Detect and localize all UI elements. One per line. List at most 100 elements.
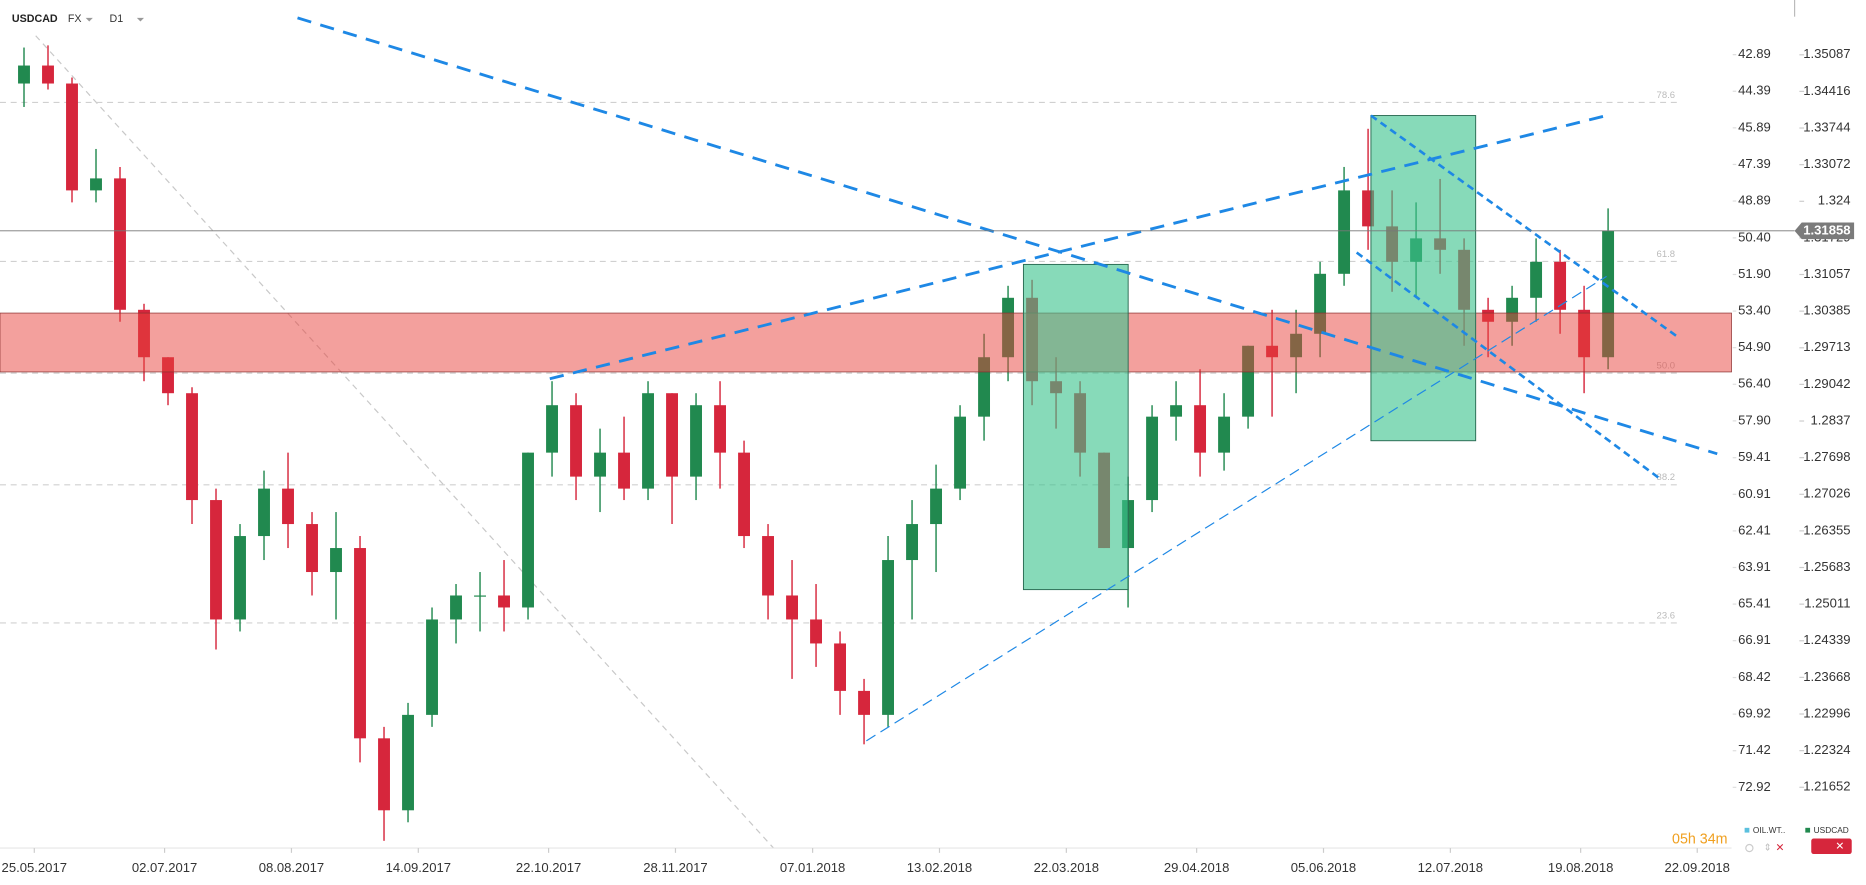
candle-body bbox=[834, 643, 846, 691]
market[interactable]: FX bbox=[68, 13, 82, 25]
candle-body bbox=[738, 452, 750, 537]
y-tick-label: 1.33072 bbox=[1803, 156, 1850, 171]
y-tick-label: 1.25683 bbox=[1803, 559, 1850, 574]
drawings bbox=[297, 16, 1718, 742]
header: USDCAD FX D1 bbox=[12, 13, 144, 25]
candle-body bbox=[282, 488, 294, 525]
x-tick-label: 05.06.2018 bbox=[1291, 860, 1356, 875]
x-tick-label: 13.02.2018 bbox=[907, 860, 972, 875]
x-tick-label: 22.03.2018 bbox=[1034, 860, 1099, 875]
candle-body bbox=[618, 452, 630, 489]
candle-body bbox=[594, 452, 606, 477]
legend-label: OIL.WT.. bbox=[1753, 825, 1785, 835]
candle-body bbox=[642, 393, 654, 489]
fib-label: 78.6 bbox=[1657, 90, 1676, 101]
move-icon[interactable]: ⇕ bbox=[1764, 843, 1772, 854]
x-tick-label: 08.08.2017 bbox=[259, 860, 324, 875]
y-tick-label: 1.2837 bbox=[1811, 412, 1851, 427]
candle-body bbox=[330, 548, 342, 573]
dropdown-icon[interactable] bbox=[85, 17, 93, 22]
candle-body bbox=[114, 178, 126, 310]
candle-body bbox=[258, 488, 270, 537]
y2-tick-label: 59.41 bbox=[1738, 449, 1771, 464]
candle-body bbox=[234, 536, 246, 620]
y-tick-label: 1.33744 bbox=[1803, 119, 1850, 134]
candle-body bbox=[1506, 297, 1519, 322]
candle-body bbox=[378, 738, 390, 811]
candle-body bbox=[354, 548, 366, 739]
candle-body bbox=[906, 524, 919, 561]
y2-tick-label: 72.92 bbox=[1738, 779, 1771, 794]
remove-button[interactable] bbox=[1811, 838, 1852, 855]
candle-body bbox=[1362, 190, 1375, 227]
legend-swatch bbox=[1744, 827, 1750, 833]
green-box bbox=[1022, 263, 1129, 591]
visibility-icon[interactable] bbox=[1745, 843, 1754, 853]
candle-body bbox=[666, 393, 678, 477]
x-tick-label: 12.07.2018 bbox=[1418, 860, 1483, 875]
candle-body bbox=[1146, 416, 1159, 501]
candle-body bbox=[498, 595, 510, 608]
trend-line bbox=[1355, 251, 1661, 480]
candle-body bbox=[90, 178, 102, 191]
x-tick-label: 07.01.2018 bbox=[780, 860, 845, 875]
candle-body bbox=[810, 619, 822, 644]
x-tick-label: 28.11.2017 bbox=[643, 860, 707, 875]
candle-body bbox=[450, 595, 462, 620]
y2-tick-label: 63.91 bbox=[1738, 559, 1771, 574]
y-tick-label: 1.27026 bbox=[1803, 486, 1850, 501]
y2-tick-label: 69.92 bbox=[1738, 706, 1771, 721]
candle-body bbox=[66, 83, 78, 191]
y-tick-label: 1.29713 bbox=[1803, 339, 1850, 354]
legend: 05h 34m ⇕ ✕ ✕ OIL.WT.. USDCAD bbox=[1672, 825, 1852, 855]
y2-tick-label: 48.89 bbox=[1738, 192, 1771, 207]
trend-line bbox=[866, 275, 1607, 742]
y-tick-label: 1.25011 bbox=[1804, 596, 1850, 611]
fib-label: 23.6 bbox=[1657, 610, 1676, 621]
y-tick-label: 1.21652 bbox=[1803, 779, 1850, 794]
dropdown-icon[interactable] bbox=[136, 17, 144, 22]
candle-body bbox=[858, 690, 870, 715]
candle-body bbox=[210, 500, 222, 620]
candle-body bbox=[1194, 405, 1207, 453]
x-tick-label: 22.10.2017 bbox=[516, 860, 581, 875]
y-tick-label: 1.23668 bbox=[1803, 669, 1850, 684]
y-tick-label: 1.24339 bbox=[1803, 632, 1850, 647]
y2-tick-label: 51.90 bbox=[1738, 266, 1771, 281]
y2-tick-label: 57.90 bbox=[1738, 412, 1771, 427]
y2-tick-label: 56.40 bbox=[1738, 376, 1771, 391]
x-tick-label: 19.08.2018 bbox=[1548, 860, 1613, 875]
candle-body bbox=[522, 452, 534, 608]
candle-body bbox=[762, 536, 774, 596]
y-tick-label: 1.31057 bbox=[1803, 266, 1850, 281]
candle-body bbox=[474, 595, 486, 597]
close-icon[interactable]: ✕ bbox=[1835, 841, 1844, 853]
y-tick-label: 1.26355 bbox=[1803, 522, 1850, 537]
candle-body bbox=[930, 488, 943, 525]
y-tick-label: 1.324 bbox=[1818, 193, 1851, 208]
candle-body bbox=[42, 65, 54, 84]
x-tick-label: 25.05.2017 bbox=[2, 860, 67, 875]
timeframe[interactable]: D1 bbox=[109, 13, 123, 25]
timer: 05h 34m bbox=[1672, 831, 1728, 847]
candle-body bbox=[714, 405, 726, 453]
close-icon[interactable]: ✕ bbox=[1776, 842, 1785, 854]
y2-tick-label: 45.89 bbox=[1738, 119, 1771, 134]
x-tick-label: 29.04.2018 bbox=[1164, 860, 1229, 875]
fibonacci: 78.661.850.038.223.6 bbox=[0, 35, 1678, 849]
last-price-label: 1.31858 bbox=[1803, 222, 1850, 237]
candle-body bbox=[1338, 190, 1351, 274]
candle-body bbox=[186, 393, 198, 501]
y2-tick-label: 42.89 bbox=[1738, 46, 1771, 61]
candle-body bbox=[1218, 416, 1231, 453]
symbol: USDCAD bbox=[12, 13, 58, 25]
candle-body bbox=[882, 560, 894, 715]
y2-tick-label: 44.39 bbox=[1738, 83, 1771, 98]
legend-swatch bbox=[1805, 827, 1811, 833]
candle-body bbox=[1242, 345, 1255, 417]
fib-label: 38.2 bbox=[1657, 472, 1676, 483]
candle-body bbox=[1314, 273, 1327, 334]
y2-tick-label: 71.42 bbox=[1738, 742, 1771, 757]
